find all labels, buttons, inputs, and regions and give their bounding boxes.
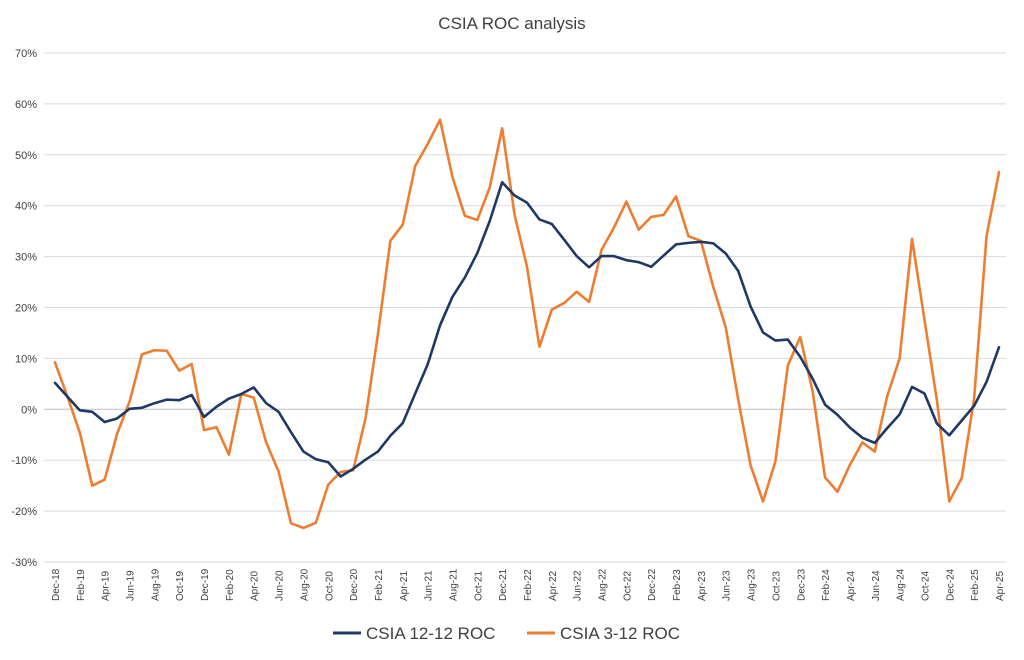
series-lines xyxy=(53,118,1001,530)
y-tick-label: 20% xyxy=(15,303,37,315)
legend-label: CSIA 12-12 ROC xyxy=(366,624,495,643)
x-tick-label: Jun-20 xyxy=(275,570,286,601)
x-tick-label: Apr-21 xyxy=(399,571,410,601)
x-tick-label: Apr-20 xyxy=(250,571,261,601)
x-tick-label: Dec-21 xyxy=(498,568,509,601)
legend-label: CSIA 3-12 ROC xyxy=(560,624,680,643)
x-tick-label: Apr-25 xyxy=(995,571,1006,601)
y-tick-label: 50% xyxy=(15,150,37,162)
x-tick-label: Jun-23 xyxy=(722,570,733,601)
y-axis-ticks: -30% -20% -10% 0% 10% 20% 30% 40% 50% 60% 70% xyxy=(11,48,37,569)
chart-title: CSIA ROC analysis xyxy=(438,14,585,33)
x-tick-label: Dec-20 xyxy=(349,568,360,601)
x-tick-label: Dec-23 xyxy=(796,568,807,601)
y-tick-label: 70% xyxy=(15,48,37,60)
y-tick-label: 30% xyxy=(15,252,37,264)
x-tick-label: Aug-19 xyxy=(150,568,161,601)
x-tick-label: Aug-22 xyxy=(598,568,609,601)
x-tick-label: Aug-23 xyxy=(747,568,758,601)
x-tick-label: Feb-24 xyxy=(821,569,832,601)
x-tick-label: Aug-24 xyxy=(896,568,907,601)
x-tick-label: Jun-24 xyxy=(871,570,882,601)
x-tick-label: Aug-20 xyxy=(299,568,310,601)
series-line xyxy=(53,180,1001,478)
y-tick-label: -10% xyxy=(11,455,37,467)
x-tick-label: Apr-19 xyxy=(101,571,112,601)
x-tick-label: Oct-21 xyxy=(473,571,484,601)
x-tick-label: Feb-22 xyxy=(523,569,534,601)
x-tick-label: Feb-25 xyxy=(970,569,981,601)
x-tick-label: Apr-24 xyxy=(846,571,857,601)
x-tick-label: Apr-22 xyxy=(548,571,559,601)
x-tick-label: Feb-21 xyxy=(374,569,385,601)
x-tick-label: Dec-19 xyxy=(200,568,211,601)
x-tick-label: Oct-19 xyxy=(175,571,186,601)
x-tick-label: Jun-21 xyxy=(424,570,435,601)
x-tick-label: Aug-21 xyxy=(448,568,459,601)
x-tick-label: Jun-19 xyxy=(126,570,137,601)
x-tick-label: Dec-18 xyxy=(51,568,62,601)
x-tick-label: Oct-23 xyxy=(771,571,782,601)
y-tick-label: -20% xyxy=(11,506,37,518)
x-tick-label: Feb-19 xyxy=(76,569,87,601)
series-line xyxy=(53,118,1001,530)
x-tick-label: Oct-22 xyxy=(622,571,633,601)
x-tick-label: Oct-20 xyxy=(324,571,335,601)
legend: CSIA 12-12 ROC CSIA 3-12 ROC xyxy=(333,624,680,643)
y-tick-label: 10% xyxy=(15,353,37,365)
gridlines xyxy=(44,52,1006,563)
y-tick-label: 60% xyxy=(15,99,37,111)
x-tick-label: Jun-22 xyxy=(573,570,584,601)
y-tick-label: -30% xyxy=(11,557,37,569)
x-tick-label: Oct-24 xyxy=(920,571,931,601)
x-tick-label: Feb-20 xyxy=(225,569,236,601)
x-tick-label: Apr-23 xyxy=(697,571,708,601)
x-axis-ticks: Dec-18 Feb-19 Apr-19 Jun-19 Aug-19 Oct-19 Dec-… xyxy=(51,568,1006,601)
x-tick-label: Feb-23 xyxy=(672,569,683,601)
x-tick-label: Dec-24 xyxy=(945,568,956,601)
y-tick-label: 0% xyxy=(21,404,37,416)
y-tick-label: 40% xyxy=(15,201,37,213)
x-tick-label: Dec-22 xyxy=(647,568,658,601)
